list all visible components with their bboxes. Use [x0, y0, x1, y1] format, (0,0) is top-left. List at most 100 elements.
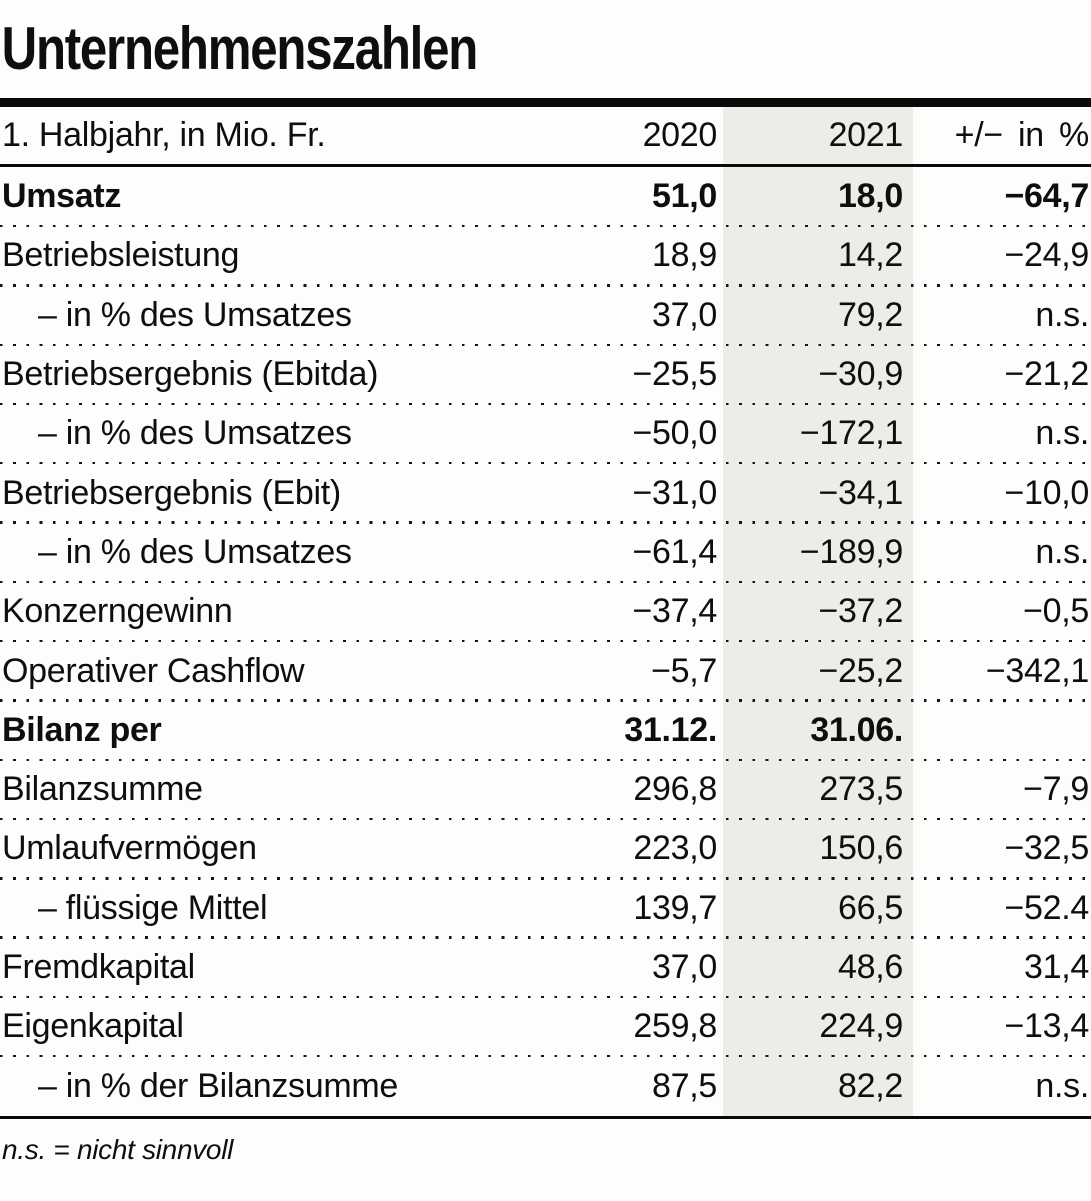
row-label: Konzerngewinn [2, 592, 233, 631]
value-2020: 259,8 [633, 1007, 717, 1046]
value-2021: 150,6 [723, 819, 913, 879]
table-header-row: 1. Halbjahr, in Mio. Fr. 2020 2021 +/− i… [0, 107, 1091, 167]
value-change: −21,2 [1004, 355, 1089, 394]
value-2021: −30,9 [723, 344, 913, 405]
value-2020: −5,7 [651, 651, 717, 690]
value-2020: 223,0 [633, 829, 717, 868]
row-label: Umsatz [2, 177, 122, 216]
dotted-divider [0, 817, 1091, 821]
dotted-divider [0, 995, 1091, 999]
table-row: Umsatz 51,0 18,0 −64,7 [0, 167, 1091, 228]
row-label: Bilanzsumme [2, 770, 203, 809]
value-2021: 224,9 [723, 997, 913, 1057]
value-change [913, 701, 1091, 760]
value-2020: 37,0 [652, 295, 717, 334]
table-row: Bilanzsumme 296,8 273,5 −7,9 [0, 759, 1091, 821]
value-2020: −61,4 [632, 532, 717, 571]
table-row: Betriebsleistung 18,9 14,2 −24,9 [0, 226, 1091, 287]
row-label: – in % des Umsatzes [38, 532, 352, 571]
value-2021: 18,0 [723, 167, 913, 227]
value-2020: −50,0 [632, 414, 717, 453]
dotted-divider [0, 580, 1091, 584]
row-label: Fremdkapital [2, 948, 195, 986]
value-2021: 79,2 [723, 285, 913, 345]
dotted-divider [0, 936, 1091, 939]
table-row: Fremdkapital 37,0 48,6 31,4 [0, 937, 1091, 999]
table-row: – in % der Bilanzsumme 87,5 82,2 n.s. [0, 1056, 1091, 1116]
value-2020: 51,0 [652, 177, 717, 216]
table-row: – flüssige Mittel 139,7 66,5 −52.4 [0, 878, 1091, 939]
table-row: – in % des Umsatzes −50,0 −172,1 n.s. [0, 404, 1091, 465]
value-change: −0,5 [1023, 592, 1089, 631]
value-change: n.s. [1035, 295, 1089, 334]
table-row: – in % des Umsatzes −61,4 −189,9 n.s. [0, 522, 1091, 584]
value-2021: −172,1 [723, 404, 913, 464]
row-label: Eigenkapital [2, 1007, 184, 1046]
table-row: Betriebsergebnis (Ebitda) −25,5 −30,9 −2… [0, 344, 1091, 406]
page-title: Unternehmenszahlen [1, 15, 479, 82]
dotted-divider [0, 521, 1091, 524]
row-label: – flüssige Mittel [38, 888, 268, 927]
value-change: −7,9 [1023, 770, 1089, 809]
column-header-2020: 2020 [642, 116, 718, 154]
dotted-divider [0, 224, 1091, 228]
value-2021: 14,2 [723, 226, 913, 286]
dotted-divider [0, 284, 1091, 287]
table-bottom-rule [0, 1115, 1091, 1119]
row-label: – in % des Umsatzes [38, 414, 352, 453]
table-body: Umsatz 51,0 18,0 −64,7 Betriebsleistung … [0, 167, 1091, 1116]
column-header-unit: 1. Halbjahr, in Mio. Fr. [2, 116, 326, 154]
table-row: Bilanz per 31.12. 31.06. [0, 700, 1091, 761]
value-2020: 37,0 [652, 948, 717, 986]
table-row: Eigenkapital 259,8 224,9 −13,4 [0, 997, 1091, 1058]
dotted-divider [0, 699, 1091, 702]
row-label: – in % der Bilanzsumme [38, 1066, 398, 1105]
value-change: −10,0 [1004, 473, 1089, 512]
value-2021: 66,5 [723, 878, 913, 938]
value-change: n.s. [1035, 532, 1089, 571]
value-2020: −37,4 [632, 592, 717, 631]
table-row: Betriebsergebnis (Ebit) −31,0 −34,1 −10,… [0, 463, 1091, 524]
value-2020: 31.12. [624, 710, 717, 749]
dotted-divider [0, 758, 1091, 761]
value-change: n.s. [1035, 414, 1089, 453]
value-2020: 296,8 [633, 770, 717, 809]
row-label: Betriebsergebnis (Ebit) [2, 473, 341, 512]
value-change: 31,4 [1024, 948, 1089, 986]
table-row: – in % des Umsatzes 37,0 79,2 n.s. [0, 285, 1091, 346]
dotted-divider [0, 877, 1091, 880]
value-change: −52.4 [1004, 888, 1089, 927]
row-label: – in % des Umsatzes [38, 295, 352, 334]
column-header-change: +/− in % [954, 116, 1090, 154]
dotted-divider [0, 639, 1091, 643]
value-2020: 139,7 [633, 888, 717, 927]
value-2021: −25,2 [723, 641, 913, 701]
dotted-divider [0, 402, 1091, 406]
column-header-2021: 2021 [723, 107, 913, 164]
row-label: Umlaufvermögen [2, 829, 257, 868]
dotted-divider [0, 1055, 1091, 1058]
value-2020: −25,5 [632, 355, 717, 394]
value-2020: 87,5 [652, 1066, 717, 1105]
footnote: n.s. = nicht sinnvoll [2, 1133, 234, 1165]
value-change: −342,1 [985, 651, 1089, 690]
row-label: Betriebsergebnis (Ebitda) [2, 355, 379, 394]
row-label: Betriebsleistung [2, 236, 240, 275]
value-2021: 31.06. [723, 700, 913, 760]
value-change: −64,7 [1004, 177, 1089, 216]
figures-table: 1. Halbjahr, in Mio. Fr. 2020 2021 +/− i… [0, 107, 1091, 1116]
title-rule [0, 98, 1091, 107]
value-2020: 18,9 [652, 236, 717, 275]
dotted-divider [0, 343, 1091, 346]
value-change: −13,4 [1004, 1007, 1089, 1046]
table-row: Konzerngewinn −37,4 −37,2 −0,5 [0, 582, 1091, 643]
table-row: Umlaufvermögen 223,0 150,6 −32,5 [0, 819, 1091, 880]
value-2021: 48,6 [723, 937, 913, 998]
table-row: Operativer Cashflow −5,7 −25,2 −342,1 [0, 641, 1091, 702]
value-2021: −189,9 [723, 522, 913, 583]
value-2021: −37,2 [723, 582, 913, 642]
value-change: −24,9 [1004, 236, 1089, 275]
value-2021: 82,2 [723, 1056, 913, 1116]
value-change: n.s. [1035, 1066, 1089, 1105]
